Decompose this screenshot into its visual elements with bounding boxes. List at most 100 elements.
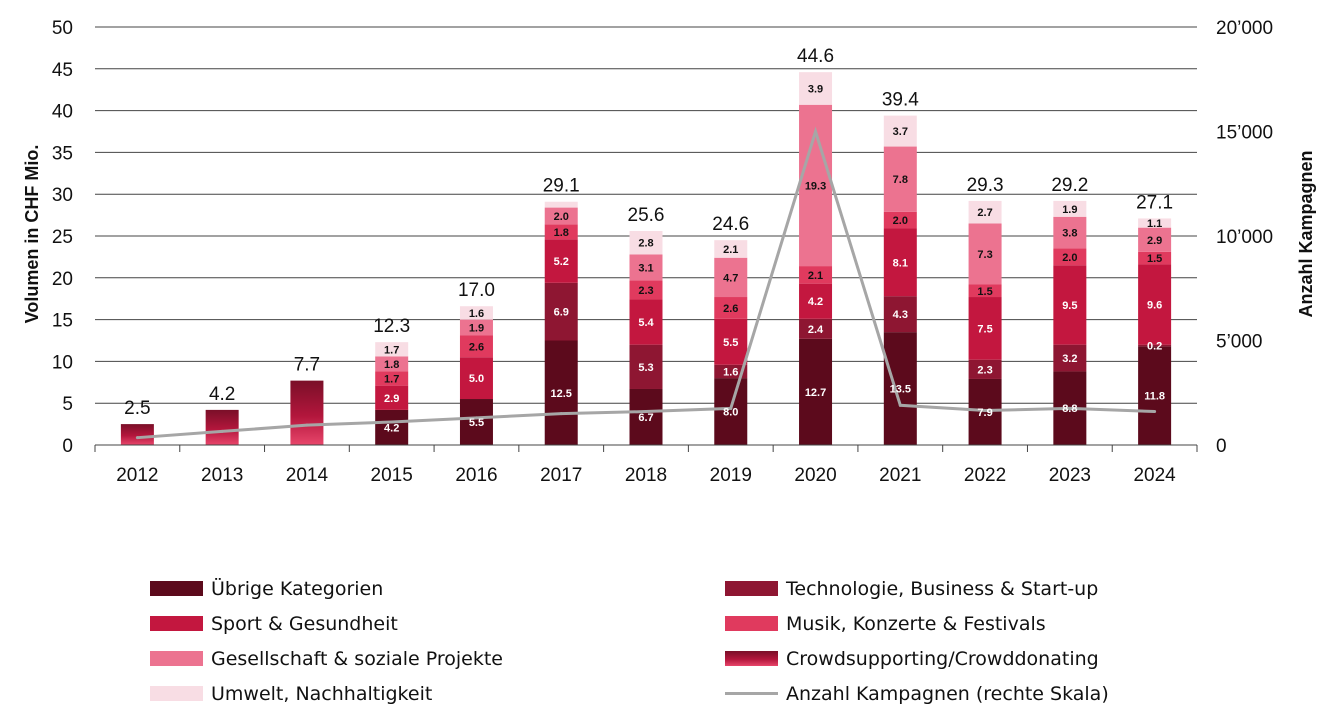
bar-segment	[799, 266, 833, 284]
segment-labels: 4.2 5.5 12.5 6.7 8.0 12.7 13.5 7.9 8.8 11.8 6.9 5.3…	[124, 46, 1173, 434]
bar-segment	[883, 296, 917, 333]
bar-segment	[1053, 216, 1087, 249]
legend-swatch	[150, 686, 203, 701]
bar-segment	[883, 115, 917, 147]
data-label: 2.4	[808, 324, 824, 336]
data-label: 6.9	[554, 307, 569, 319]
data-label: 19.3	[805, 180, 826, 192]
bar-segment	[375, 356, 409, 372]
data-label: 1.7	[384, 374, 399, 386]
data-label: 7.5	[977, 323, 992, 335]
bar-segment	[714, 378, 748, 445]
bar-segment	[1138, 227, 1172, 252]
bar-segment	[544, 282, 578, 341]
x-tick-label: 2018	[625, 465, 667, 486]
data-label: 2.9	[1147, 235, 1162, 247]
data-label: 9.5	[1062, 300, 1077, 312]
data-label: 5.0	[469, 373, 484, 385]
bar-segment	[544, 201, 578, 208]
bar-segment	[1138, 346, 1172, 445]
legend-label: Crowdsupporting/Crowddonating	[786, 647, 1099, 670]
total-label: 2.5	[124, 398, 150, 419]
data-label: 1.5	[977, 286, 992, 298]
x-tick-label: 2022	[964, 465, 1006, 486]
bar-segment	[799, 338, 833, 445]
y-tick-label: 30	[52, 185, 73, 206]
x-tick-label: 2020	[794, 465, 836, 486]
data-label: 1.8	[384, 359, 399, 371]
bar-segment	[120, 424, 154, 445]
campaign-point	[390, 420, 394, 424]
data-label: 6.7	[638, 412, 653, 424]
total-label: 44.6	[797, 46, 834, 67]
legend-label: Sport & Gesundheit	[211, 612, 398, 635]
campaign-point	[305, 423, 309, 427]
y-tick-label: 0	[62, 436, 73, 457]
data-label: 1.6	[469, 308, 484, 320]
bar-segment	[629, 388, 663, 445]
bar-segment	[1053, 200, 1087, 217]
bar-segment	[1138, 264, 1172, 345]
legend-label: Technologie, Business & Start-up	[786, 577, 1099, 600]
total-label: 29.3	[967, 175, 1004, 196]
bar-segment	[883, 211, 917, 229]
y-tick-label: 5	[62, 394, 73, 415]
x-tick-label: 2024	[1133, 465, 1176, 486]
bar-segment	[629, 299, 663, 345]
bar-segment	[629, 280, 663, 300]
x-tick-label: 2023	[1049, 465, 1091, 486]
data-label: 2.3	[638, 285, 653, 297]
bar-segment	[544, 207, 578, 225]
y-tick-label: 15	[52, 311, 73, 332]
total-label: 29.1	[543, 176, 580, 197]
data-label: 3.2	[1062, 353, 1077, 365]
bar-segment	[968, 223, 1002, 285]
bar-segment	[544, 224, 578, 240]
bar-segment	[544, 239, 578, 283]
data-label: 1.7	[384, 344, 399, 356]
campaign-point	[1068, 406, 1072, 410]
bar-segment	[205, 409, 239, 445]
total-label: 12.3	[373, 316, 410, 337]
data-label: 2.9	[384, 393, 399, 405]
data-label: 2.6	[723, 303, 738, 315]
data-label: 0.2	[1147, 341, 1162, 353]
campaign-point	[1153, 410, 1157, 414]
data-label: 12.7	[805, 387, 826, 399]
x-tick-label: 2019	[710, 465, 752, 486]
y2-tick-label: 20’000	[1216, 18, 1273, 39]
y-tick-label: 45	[52, 60, 73, 81]
x-tick-label: 2015	[371, 465, 413, 486]
bar-segment	[968, 359, 1002, 379]
bar-segment	[714, 257, 748, 298]
y-tick-label: 35	[52, 143, 73, 164]
data-label: 11.8	[1144, 391, 1165, 403]
total-label: 17.0	[458, 280, 495, 301]
campaign-point	[814, 130, 818, 133]
y-axis-title: Volumen in CHF Mio.	[22, 145, 42, 324]
data-label: 7.3	[977, 249, 992, 261]
legend-item: Gesellschaft & soziale Projekte	[150, 647, 725, 670]
bar-segment	[1053, 265, 1087, 345]
data-label: 2.7	[977, 207, 992, 219]
data-label: 1.9	[469, 323, 484, 335]
legend-swatch	[725, 651, 778, 666]
legend-label: Übrige Kategorien	[211, 577, 384, 600]
legend-swatch	[725, 616, 778, 631]
data-label: 2.0	[1062, 252, 1077, 264]
legend-item: Übrige Kategorien	[150, 577, 725, 600]
bar-segment	[459, 357, 493, 400]
data-label: 3.7	[893, 126, 908, 138]
bar-segment	[629, 230, 663, 255]
campaign-point	[135, 436, 139, 440]
bar-segment	[1138, 218, 1172, 228]
bar-segment	[968, 284, 1002, 298]
campaign-point	[559, 412, 563, 416]
bar-segment	[883, 228, 917, 297]
legend-swatch	[150, 581, 203, 596]
data-label: 4.3	[893, 309, 908, 321]
bar-segment	[714, 318, 748, 365]
y2-tick-label: 0	[1216, 436, 1227, 457]
data-label: 2.8	[638, 238, 653, 250]
total-label: 27.1	[1136, 192, 1173, 213]
